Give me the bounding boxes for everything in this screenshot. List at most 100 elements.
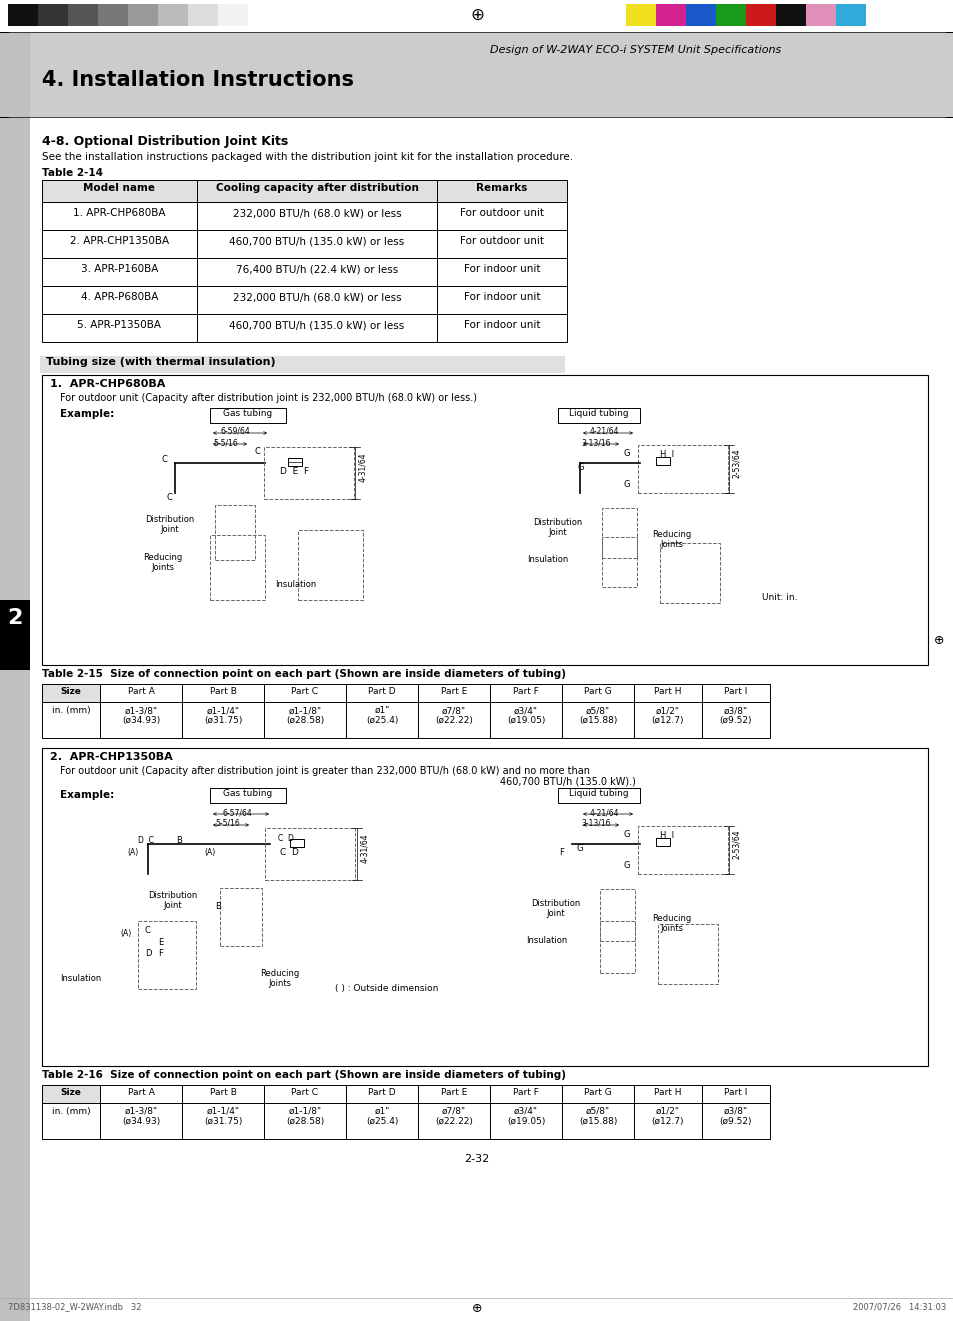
Bar — [634, 684, 701, 701]
Text: Reducing
Joints: Reducing Joints — [143, 553, 182, 572]
Bar — [68, 4, 98, 26]
Text: Part A: Part A — [128, 1089, 154, 1096]
Bar — [98, 4, 128, 26]
Bar — [601, 509, 637, 557]
Text: ø1"
(ø25.4): ø1" (ø25.4) — [365, 705, 397, 725]
Text: 5. APR-P1350BA: 5. APR-P1350BA — [77, 320, 161, 330]
Bar — [38, 4, 68, 26]
Bar — [805, 4, 835, 26]
Bar — [100, 684, 182, 701]
Bar — [659, 543, 720, 602]
Text: See the installation instructions packaged with the distribution joint kit for t: See the installation instructions packag… — [42, 152, 573, 162]
Bar — [638, 445, 727, 493]
Text: 460,700 BTU/h (135.0 kW) or less: 460,700 BTU/h (135.0 kW) or less — [229, 320, 404, 330]
Text: G: G — [577, 462, 583, 472]
Text: 3-13/16: 3-13/16 — [580, 439, 610, 446]
Text: F: F — [558, 848, 563, 857]
Bar — [264, 1085, 346, 1103]
Text: Part G: Part G — [583, 1089, 611, 1096]
Text: 2-53/64: 2-53/64 — [731, 448, 740, 478]
Bar — [42, 287, 196, 314]
Text: For outdoor unit: For outdoor unit — [459, 236, 543, 246]
Text: 1.  APR-CHP680BA: 1. APR-CHP680BA — [50, 379, 165, 388]
Text: ⊕: ⊕ — [470, 7, 483, 24]
Text: Distribution
Joint: Distribution Joint — [149, 890, 197, 910]
Bar — [835, 4, 865, 26]
Bar — [490, 684, 561, 701]
Bar — [42, 748, 927, 1066]
Text: 460,700 BTU/h (135.0 kW).): 460,700 BTU/h (135.0 kW).) — [499, 777, 636, 787]
Bar — [634, 701, 701, 738]
Text: G: G — [576, 844, 582, 853]
Bar — [490, 1103, 561, 1139]
Text: ( ) : Outside dimension: ( ) : Outside dimension — [335, 984, 438, 993]
Text: Table 2-14: Table 2-14 — [42, 168, 103, 178]
Text: D: D — [145, 948, 152, 958]
Bar — [701, 1103, 769, 1139]
Text: Example:: Example: — [60, 410, 114, 419]
Text: ø1-1/8"
(ø28.58): ø1-1/8" (ø28.58) — [286, 1107, 324, 1127]
Text: Part F: Part F — [513, 1089, 538, 1096]
Text: C: C — [161, 454, 167, 464]
Text: Size: Size — [60, 687, 81, 696]
Bar — [656, 838, 669, 845]
Bar — [210, 789, 286, 803]
Text: Insulation: Insulation — [527, 555, 568, 564]
Text: Reducing
Joints: Reducing Joints — [652, 530, 691, 550]
Bar — [42, 1103, 100, 1139]
Bar — [656, 457, 669, 465]
Text: G: G — [623, 830, 630, 839]
Bar — [775, 4, 805, 26]
Bar — [42, 1085, 100, 1103]
Text: 460,700 BTU/h (135.0 kW) or less: 460,700 BTU/h (135.0 kW) or less — [229, 236, 404, 246]
Text: ø3/8"
(ø9.52): ø3/8" (ø9.52) — [719, 1107, 752, 1127]
Text: Distribution
Joint: Distribution Joint — [531, 900, 580, 918]
Bar — [297, 530, 363, 600]
Bar — [599, 921, 635, 974]
Bar — [0, 32, 953, 118]
Text: Table 2-16  Size of connection point on each part (Shown are inside diameters of: Table 2-16 Size of connection point on e… — [42, 1070, 565, 1081]
Bar — [42, 701, 100, 738]
Bar — [218, 4, 248, 26]
Text: Table 2-15  Size of connection point on each part (Shown are inside diameters of: Table 2-15 Size of connection point on e… — [42, 668, 565, 679]
Text: D  C: D C — [138, 836, 153, 845]
Bar — [40, 355, 564, 373]
Bar — [701, 684, 769, 701]
Bar — [346, 684, 417, 701]
Text: (A): (A) — [204, 848, 215, 857]
Text: 6-59/64: 6-59/64 — [220, 427, 250, 436]
Text: Insulation: Insulation — [526, 937, 567, 945]
Text: 2.  APR-CHP1350BA: 2. APR-CHP1350BA — [50, 752, 172, 762]
Bar — [210, 408, 286, 423]
Bar — [42, 202, 196, 230]
Text: 2. APR-CHP1350BA: 2. APR-CHP1350BA — [70, 236, 169, 246]
Text: ø3/4"
(ø19.05): ø3/4" (ø19.05) — [506, 1107, 544, 1127]
Text: 2-53/64: 2-53/64 — [731, 830, 740, 859]
Text: 5-5/16: 5-5/16 — [215, 819, 240, 828]
Bar — [0, 600, 30, 670]
Bar — [214, 505, 254, 560]
Text: D  E  F: D E F — [280, 468, 309, 476]
Bar — [100, 1103, 182, 1139]
Text: Insulation: Insulation — [275, 580, 316, 589]
Bar — [42, 314, 196, 342]
Bar — [561, 684, 634, 701]
Text: ⊕: ⊕ — [10, 634, 20, 646]
Text: Part C: Part C — [292, 687, 318, 696]
Bar — [561, 1085, 634, 1103]
Text: C: C — [166, 493, 172, 502]
Text: Gas tubing: Gas tubing — [223, 789, 273, 798]
Text: Insulation: Insulation — [60, 974, 101, 983]
Text: 4-21/64: 4-21/64 — [589, 808, 618, 816]
Bar — [490, 701, 561, 738]
Bar — [601, 538, 637, 587]
Text: ø3/4"
(ø19.05): ø3/4" (ø19.05) — [506, 705, 544, 725]
Bar — [290, 839, 304, 847]
Text: 2007/07/26   14:31:03: 2007/07/26 14:31:03 — [852, 1303, 945, 1310]
Bar — [182, 701, 264, 738]
Text: Part C: Part C — [292, 1089, 318, 1096]
Text: Model name: Model name — [84, 184, 155, 193]
Text: 232,000 BTU/h (68.0 kW) or less: 232,000 BTU/h (68.0 kW) or less — [233, 292, 401, 303]
Bar — [701, 701, 769, 738]
Text: 3-13/16: 3-13/16 — [580, 819, 610, 828]
